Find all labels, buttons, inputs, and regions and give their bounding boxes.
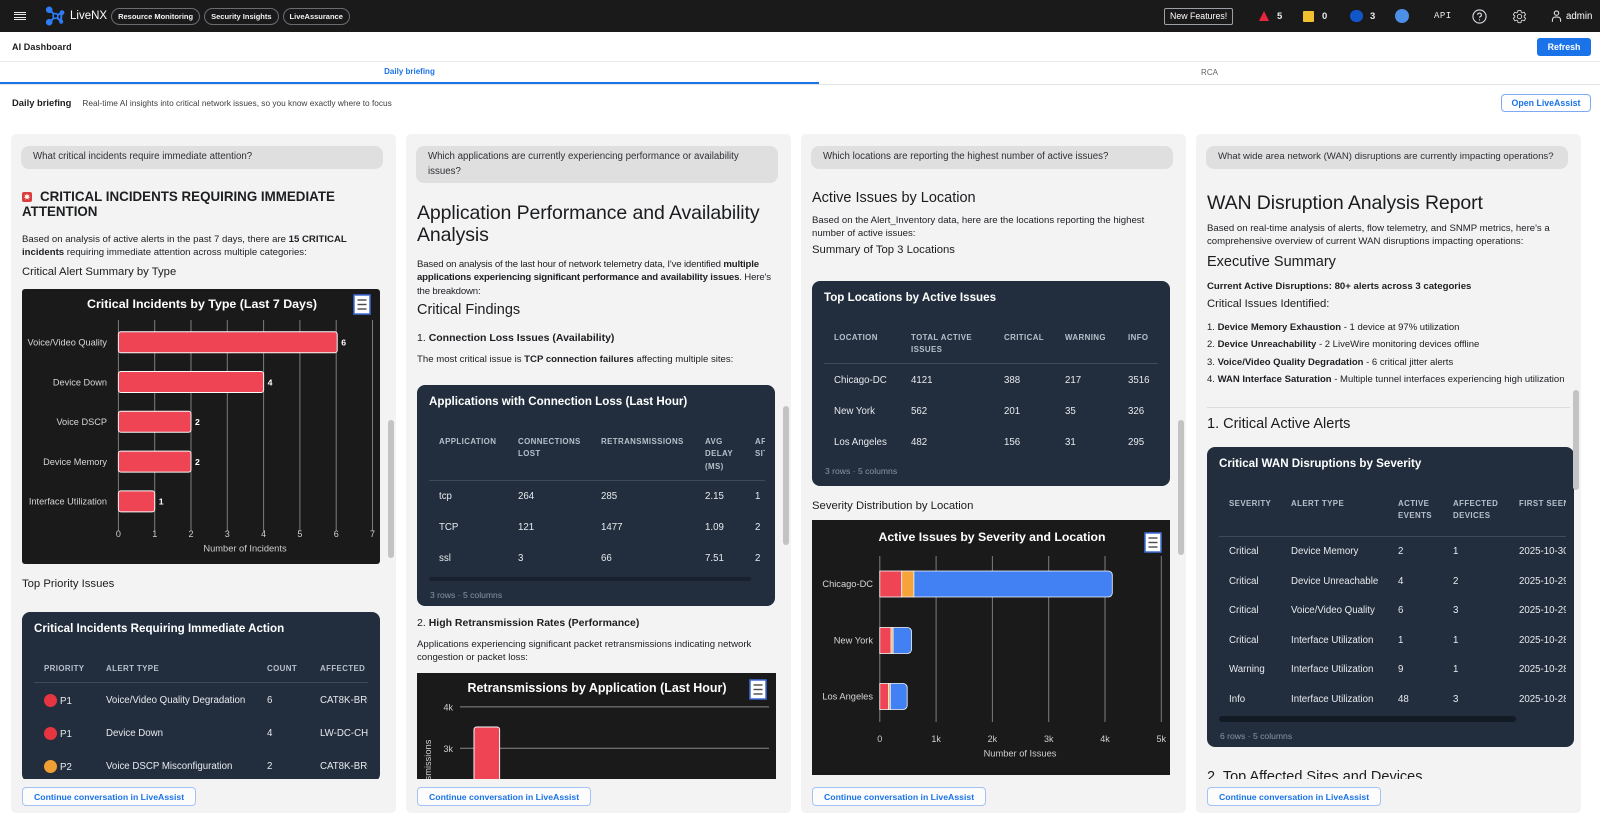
svg-text:4k: 4k [443, 702, 453, 712]
svg-text:4: 4 [268, 377, 273, 387]
svg-text:Chicago-DC: Chicago-DC [822, 579, 873, 589]
svg-text:4: 4 [261, 529, 266, 539]
svg-text:Los Angeles: Los Angeles [822, 692, 873, 702]
svg-text:Device Down: Device Down [53, 377, 107, 387]
svg-text:Critical Incidents by Type (La: Critical Incidents by Type (Last 7 Days) [87, 297, 317, 311]
svg-text:6: 6 [341, 337, 346, 347]
svg-text:Voice/Video Quality: Voice/Video Quality [27, 337, 107, 347]
svg-text:3: 3 [225, 529, 230, 539]
svg-text:Device Memory: Device Memory [43, 457, 107, 467]
svg-text:0: 0 [877, 734, 882, 744]
svg-text:New York: New York [834, 636, 874, 646]
svg-text:1: 1 [159, 496, 164, 506]
svg-text:Retransmissions by Application: Retransmissions by Application (Last Hou… [468, 681, 727, 695]
svg-text:0: 0 [116, 529, 121, 539]
svg-text:2k: 2k [988, 734, 998, 744]
svg-text:1k: 1k [931, 734, 941, 744]
svg-text:3k: 3k [1044, 734, 1054, 744]
svg-text:Retransmissions: Retransmissions [423, 739, 433, 779]
svg-text:Interface Utilization: Interface Utilization [29, 496, 107, 506]
svg-text:Voice DSCP: Voice DSCP [56, 417, 107, 427]
svg-text:6: 6 [334, 529, 339, 539]
svg-text:4k: 4k [1100, 734, 1110, 744]
svg-text:5: 5 [297, 529, 302, 539]
svg-text:2: 2 [188, 529, 193, 539]
svg-text:Number of Incidents: Number of Incidents [203, 543, 287, 553]
svg-text:1: 1 [152, 529, 157, 539]
svg-text:5k: 5k [1157, 734, 1167, 744]
svg-text:2: 2 [195, 417, 200, 427]
svg-text:Active Issues by Severity and: Active Issues by Severity and Location [879, 530, 1106, 544]
svg-text:7: 7 [370, 529, 375, 539]
svg-text:2: 2 [195, 457, 200, 467]
svg-text:Number of Issues: Number of Issues [984, 749, 1057, 759]
svg-text:3k: 3k [443, 744, 453, 754]
